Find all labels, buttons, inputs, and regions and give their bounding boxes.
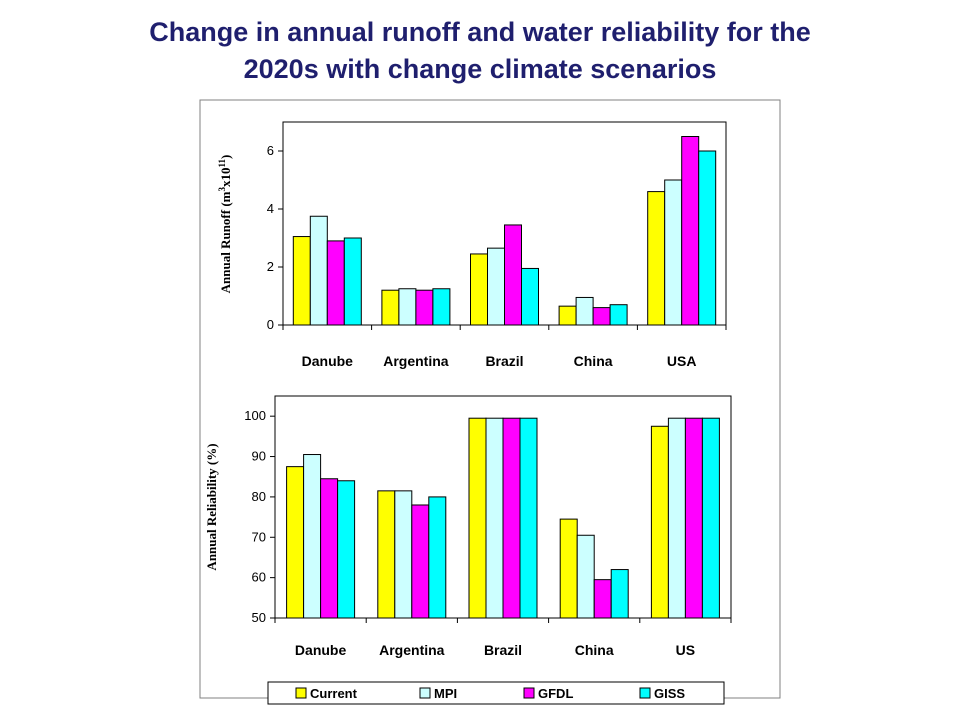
bar-giss-danube [343,237,362,326]
bar-current-danube [286,466,305,619]
reliability-chart: 50 60 70 80 90 100 Danube Argentina Brazil China… [204,395,732,658]
title-line-2: 2020s with change climate scenarios [243,54,717,84]
bar-current-danube [292,236,311,326]
y-tick-label: 90 [252,449,266,464]
runoff-x-ticks [282,325,727,330]
bar-gfdl-china [592,307,611,326]
y-tick-label: 50 [252,610,266,625]
category-label: Brazil [485,353,523,369]
runoff-chart: 0 2 4 6 Danube Argentina Brazil China USA Annua… [217,121,727,369]
bar-mpi-argentina [398,288,417,326]
bar-current-china [558,305,577,326]
bar-current-brazil [470,253,488,326]
bar-giss-china [609,304,628,326]
page-title: Change in annual runoff and water reliab… [60,14,900,88]
category-label: Danube [295,642,347,658]
bar-current-china [559,518,578,619]
bar-giss-brazil [519,417,538,619]
bar-gfdl-danube [320,478,339,619]
bar-mpi-brazil [485,417,504,619]
runoff-ylabel-mid: x10 [218,168,233,188]
bar-giss-brazil [521,267,539,326]
runoff-category-labels: Danube Argentina Brazil China USA [302,353,697,369]
bar-gfdl-us [684,417,703,619]
bar-gfdl-brazil [504,224,522,326]
bar-gfdl-china [593,579,612,619]
bar-current-argentina [377,490,396,619]
y-tick-label: 80 [252,489,266,504]
category-label: China [574,353,613,369]
bar-mpi-china [575,296,594,326]
bar-mpi-china [576,534,595,619]
y-tick-label: 0 [267,317,274,332]
y-tick-label: 2 [267,259,274,274]
reliability-category-labels: Danube Argentina Brazil China US [295,642,695,658]
runoff-bars [292,136,717,326]
bar-gfdl-brazil [502,417,521,619]
bar-gfdl-argentina [411,504,430,619]
bar-current-usa [647,191,666,326]
runoff-y-axis-label: Annual Runoff (m3x1011) [217,155,233,294]
bar-current-brazil [468,417,487,619]
y-tick-label: 70 [252,529,266,544]
legend-items: Current MPI GFDL GISS [295,686,685,701]
title-line-1: Change in annual runoff and water reliab… [149,17,811,47]
bar-mpi-brazil [487,247,505,326]
bar-giss-danube [337,480,356,619]
runoff-ylabel-sup2: 11 [217,158,227,167]
bar-gfdl-argentina [415,289,434,326]
legend-box [267,681,725,705]
reliability-bars [286,417,720,619]
category-label: Danube [302,353,354,369]
bar-giss-china [610,569,629,619]
reliability-y-ticks: 50 60 70 80 90 100 [244,408,275,625]
runoff-ylabel-sup1: 3 [217,187,227,192]
legend-label-gfdl: GFDL [538,686,573,701]
bar-mpi-danube [309,215,328,326]
bar-giss-argentina [428,496,447,619]
reliability-y-axis-label: Annual Reliability (%) [204,443,219,570]
legend-label-giss: GISS [654,686,685,701]
y-tick-label: 4 [267,201,274,216]
legend-swatch-current [295,687,307,699]
legend: Current MPI GFDL GISS [267,681,725,705]
y-tick-label: 100 [244,408,266,423]
bar-current-argentina [381,289,400,326]
bar-mpi-us [667,417,686,619]
category-label: US [676,642,695,658]
category-label: Argentina [379,642,445,658]
bar-mpi-argentina [394,490,413,619]
legend-label-mpi: MPI [434,686,457,701]
runoff-y-ticks: 0 2 4 6 [267,143,283,332]
bar-giss-us [701,417,720,619]
y-tick-label: 60 [252,570,266,585]
runoff-ylabel-end: ) [218,155,233,159]
legend-swatch-gfdl [523,687,535,699]
reliability-x-ticks [274,618,732,623]
y-tick-label: 6 [267,143,274,158]
bar-gfdl-danube [326,240,345,326]
category-label: China [575,642,614,658]
legend-swatch-giss [639,687,651,699]
bar-current-us [650,425,669,619]
bar-mpi-danube [303,454,322,619]
runoff-ylabel-main: Annual Runoff (m [218,191,233,293]
legend-swatch-mpi [419,687,431,699]
bar-giss-argentina [432,288,451,326]
legend-label-current: Current [310,686,358,701]
bar-giss-usa [698,150,717,326]
bar-gfdl-usa [681,136,700,326]
category-label: Argentina [383,353,449,369]
category-label: Brazil [484,642,522,658]
bar-mpi-usa [664,179,683,326]
category-label: USA [667,353,697,369]
